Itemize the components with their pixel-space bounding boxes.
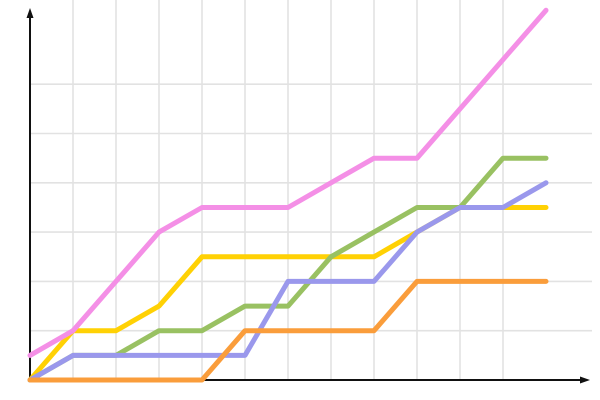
series-line-pink — [27, 7, 549, 358]
x-axis-arrowhead-icon — [580, 376, 590, 384]
series-line-orange — [27, 278, 549, 383]
y-axis-arrowhead-icon — [26, 8, 34, 18]
series-line-blue — [27, 180, 549, 383]
